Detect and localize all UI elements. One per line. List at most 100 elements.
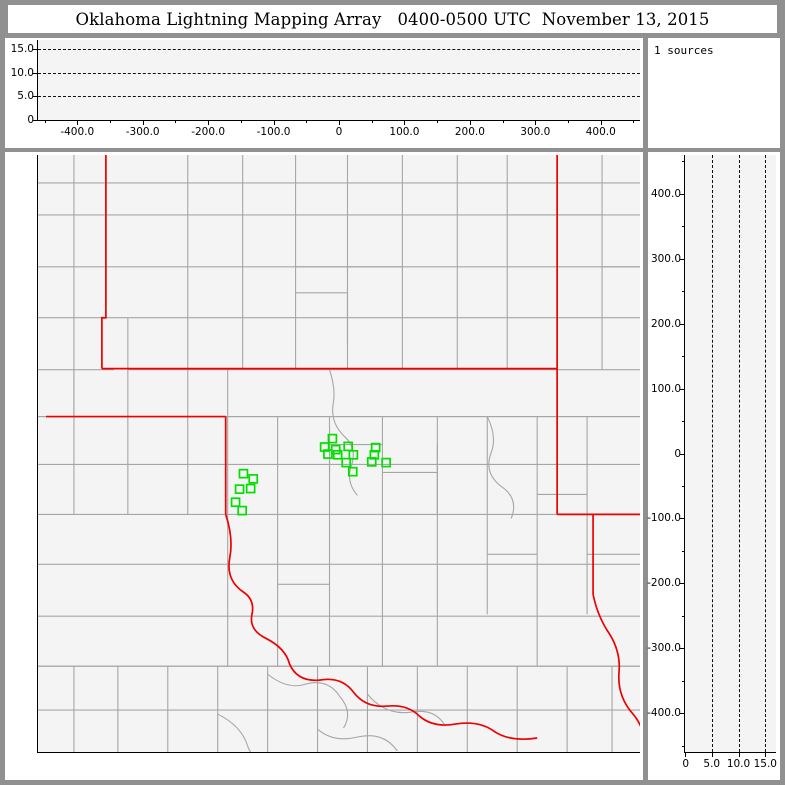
gridline-y	[38, 49, 640, 51]
y-tick-mark	[680, 193, 685, 195]
y-tick-mark	[680, 583, 685, 585]
y-tick-mark-minor	[682, 680, 685, 682]
lma-source-marker	[327, 433, 338, 444]
x-tick-mark-minor	[109, 120, 111, 123]
y-tick-mark	[33, 96, 38, 98]
y-tick-mark-minor	[682, 745, 685, 747]
y-axis-label: -200.0	[647, 577, 681, 590]
height-latitude-panel: 400.0 300.0 200.0 100.0 0 -100.0 -200.0 -300.0 -…	[647, 152, 780, 780]
y-axis-label: 0	[674, 447, 681, 460]
x-tick-mark	[600, 120, 602, 125]
time-height-plot-area[interactable]: 0 5.0 10.0 15.0 -400.0 -300.0 -200.0 -100.0 0 100…	[11, 40, 640, 138]
y-tick-mark-minor	[37, 356, 38, 357]
lma-source-marker	[348, 449, 359, 460]
x-axis-label: -200.0	[191, 126, 226, 138]
y-tick-mark	[680, 648, 685, 650]
x-tick-mark	[685, 752, 686, 757]
x-tick-mark	[274, 752, 275, 753]
map-geography	[38, 155, 640, 752]
x-tick-mark	[470, 752, 471, 753]
y-tick-mark-minor	[682, 356, 685, 358]
x-tick-mark-minor	[306, 752, 307, 753]
lma-source-marker	[323, 449, 333, 459]
y-axis-label: 0	[27, 114, 34, 126]
x-axis-label: 400.0	[585, 126, 616, 138]
state-boundaries	[45, 155, 640, 740]
lma-source-marker	[238, 468, 249, 479]
x-tick-mark-minor	[306, 120, 308, 123]
y-tick-mark-minor	[682, 615, 685, 617]
height-latitude-plot-area[interactable]: 400.0 300.0 200.0 100.0 0 -100.0 -200.0 -300.0 -…	[647, 155, 777, 770]
y-tick-mark	[33, 72, 38, 74]
x-axis-label: 0	[335, 126, 343, 138]
x-tick-mark	[77, 120, 79, 125]
y-tick-mark	[680, 323, 685, 325]
x-tick-mark	[469, 120, 471, 125]
x-tick-mark	[143, 752, 144, 753]
x-tick-mark-minor	[568, 120, 570, 123]
y-tick-mark	[37, 194, 38, 195]
x-tick-mark-minor	[175, 120, 177, 123]
y-axis-label: 15.0	[10, 43, 34, 56]
y-tick-mark-minor	[37, 681, 38, 682]
x-axis-label: -400.0	[60, 126, 95, 138]
y-tick-mark-minor	[682, 226, 685, 228]
lma-source-marker	[347, 466, 358, 477]
x-tick-mark-minor	[371, 120, 373, 123]
x-tick-mark	[404, 120, 406, 125]
y-tick-mark	[37, 389, 38, 390]
x-tick-mark	[142, 120, 144, 125]
x-tick-mark	[273, 120, 275, 125]
y-tick-mark	[680, 388, 685, 390]
y-tick-mark-minor	[37, 421, 38, 422]
y-tick-mark-minor	[682, 161, 685, 163]
x-axis-label: 300.0	[520, 126, 551, 138]
y-tick-mark-minor	[682, 485, 685, 487]
x-tick-mark	[535, 120, 537, 125]
y-tick-mark-minor	[682, 550, 685, 552]
lma-source-marker	[237, 505, 248, 516]
x-axis-label: 5.0	[703, 758, 721, 770]
y-axis-label: -400.0	[647, 707, 681, 720]
y-tick-mark	[33, 49, 38, 51]
plan-view-map-panel: 400.0300.0200.0100.00-100.0-200.0-300.0-…	[5, 152, 643, 780]
gridline-y	[38, 72, 640, 74]
y-tick-mark	[680, 713, 685, 715]
y-tick-mark	[37, 518, 38, 519]
x-tick-mark-minor	[502, 120, 504, 123]
y-tick-mark	[37, 713, 38, 714]
lma-source-marker	[343, 441, 354, 452]
y-tick-mark	[37, 259, 38, 260]
x-axis-label: 100.0	[389, 126, 420, 138]
time-height-panel: 0 5.0 10.0 15.0 -400.0 -300.0 -200.0 -100.0 0 100…	[5, 38, 643, 148]
x-tick-mark-minor	[45, 752, 46, 753]
map-plot-area[interactable]: 400.0300.0200.0100.00-100.0-200.0-300.0-…	[37, 155, 640, 753]
x-tick-mark-minor	[503, 752, 504, 753]
x-tick-mark	[404, 752, 405, 753]
y-tick-mark	[680, 453, 685, 455]
x-axis-label: -100.0	[256, 126, 291, 138]
y-tick-mark-minor	[37, 486, 38, 487]
x-tick-mark	[339, 120, 340, 125]
lma-source-marker	[381, 457, 391, 468]
y-tick-mark	[37, 454, 38, 455]
y-tick-mark-minor	[37, 226, 38, 227]
x-tick-mark-minor	[44, 120, 46, 123]
x-tick-mark-minor	[633, 752, 634, 753]
x-tick-mark-minor	[372, 752, 373, 753]
y-axis-label: -300.0	[647, 642, 681, 655]
y-axis-label: 100.0	[650, 382, 681, 395]
lma-source-marker	[234, 484, 245, 494]
x-axis-label: -300.0	[125, 126, 160, 138]
x-tick-mark-minor	[240, 120, 242, 123]
lma-source-marker	[366, 457, 377, 467]
x-tick-mark-minor	[437, 120, 439, 123]
x-tick-mark-minor	[110, 752, 111, 753]
x-axis-label: 0	[682, 758, 690, 770]
y-tick-mark-minor	[37, 291, 38, 292]
sources-count-label: 1 sources	[654, 44, 714, 57]
lma-source-marker	[332, 449, 343, 460]
y-axis-label: 10.0	[10, 66, 34, 79]
y-axis-label: 400.0	[650, 187, 681, 200]
y-tick-mark	[680, 258, 685, 260]
